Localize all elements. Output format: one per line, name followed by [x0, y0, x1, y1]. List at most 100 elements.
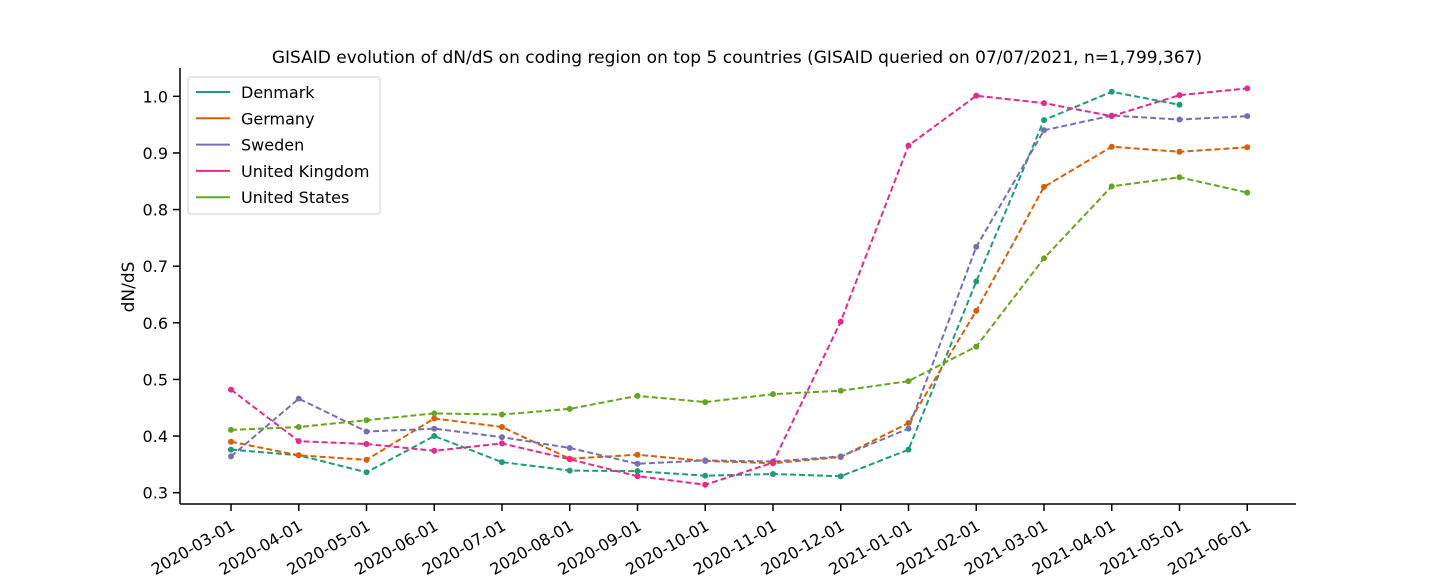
data-point	[973, 307, 980, 314]
data-point	[837, 453, 844, 460]
data-point	[228, 453, 234, 460]
y-tick-label: 1.0	[143, 87, 168, 106]
data-point	[634, 392, 641, 399]
data-point	[566, 405, 573, 412]
data-point	[1176, 101, 1183, 108]
data-point	[295, 438, 302, 445]
data-point	[1108, 143, 1115, 150]
data-point	[228, 446, 234, 453]
data-point	[634, 473, 641, 480]
data-point	[1244, 144, 1251, 151]
y-tick-label: 0.6	[143, 314, 168, 333]
data-point	[295, 395, 302, 402]
data-point	[1108, 183, 1115, 190]
series-denmark	[228, 88, 1183, 480]
data-point	[634, 460, 641, 467]
data-point	[431, 425, 438, 432]
data-point	[499, 423, 505, 430]
data-point	[499, 434, 505, 441]
legend-label: Germany	[241, 109, 315, 128]
data-point	[1041, 255, 1047, 262]
data-point	[702, 472, 709, 479]
data-point	[431, 415, 438, 422]
series-line	[230, 145, 1248, 465]
data-point	[1176, 116, 1183, 123]
data-point	[431, 447, 438, 454]
data-point	[1108, 113, 1115, 120]
data-point	[702, 481, 709, 488]
y-tick-label: 0.9	[143, 144, 168, 163]
data-point	[363, 440, 370, 447]
data-point	[431, 433, 438, 440]
data-point	[499, 411, 505, 418]
data-point	[363, 469, 370, 476]
data-point	[566, 444, 573, 451]
data-point	[1108, 88, 1115, 95]
y-tick-label: 0.4	[143, 427, 168, 446]
data-point	[228, 426, 234, 433]
data-point	[363, 428, 370, 435]
data-point	[702, 399, 709, 406]
data-point	[837, 473, 844, 480]
data-point	[295, 423, 302, 430]
y-tick-label: 0.8	[143, 201, 168, 220]
data-point	[499, 459, 505, 466]
legend: Denmark Germany Sweden United Kingdom United…	[187, 76, 381, 215]
y-tick-label: 0.3	[143, 484, 168, 503]
series-germany	[228, 143, 1251, 467]
legend-label: Denmark	[241, 83, 315, 102]
data-point	[499, 440, 505, 447]
series-layer	[228, 85, 1251, 488]
data-point	[1176, 92, 1183, 99]
data-point	[1244, 189, 1251, 196]
series-united-kingdom	[228, 85, 1251, 488]
chart-title: GISAID evolution of dN/dS on coding regi…	[272, 48, 1202, 68]
series-line	[230, 114, 1248, 465]
series-sweden	[228, 112, 1251, 467]
data-point	[905, 378, 912, 385]
data-point	[1244, 113, 1251, 120]
data-point	[905, 425, 912, 432]
data-point	[1041, 127, 1047, 134]
data-point	[295, 452, 302, 459]
data-point	[431, 410, 438, 417]
y-axis-label: dN/dS	[119, 262, 139, 313]
data-point	[973, 243, 980, 250]
data-point	[702, 457, 709, 464]
data-point	[228, 438, 234, 445]
data-point	[1244, 85, 1251, 92]
data-point	[1041, 117, 1047, 124]
y-tick-label: 0.5	[143, 370, 168, 389]
data-point	[1176, 148, 1183, 155]
data-point	[1041, 100, 1047, 107]
data-point	[566, 467, 573, 474]
data-point	[770, 391, 776, 398]
data-point	[634, 451, 641, 458]
data-point	[1176, 174, 1183, 181]
y-tick-label: 0.7	[143, 257, 168, 276]
series-united-states	[228, 174, 1251, 433]
data-point	[973, 92, 980, 99]
data-point	[228, 386, 234, 393]
legend-label: United Kingdom	[241, 162, 369, 181]
data-point	[770, 470, 776, 477]
legend-frame	[187, 76, 381, 215]
data-point	[905, 420, 912, 427]
data-point	[905, 142, 912, 149]
series-line	[230, 176, 1248, 431]
data-point	[837, 318, 844, 325]
data-point	[566, 456, 573, 463]
data-point	[973, 278, 980, 285]
legend-label: United States	[241, 188, 349, 207]
data-point	[1041, 183, 1047, 190]
series-line	[230, 87, 1248, 486]
data-point	[363, 456, 370, 463]
data-point	[634, 468, 641, 475]
data-point	[770, 459, 776, 466]
data-point	[905, 446, 912, 453]
data-point	[973, 343, 980, 350]
data-point	[837, 387, 844, 394]
data-point	[363, 417, 370, 424]
